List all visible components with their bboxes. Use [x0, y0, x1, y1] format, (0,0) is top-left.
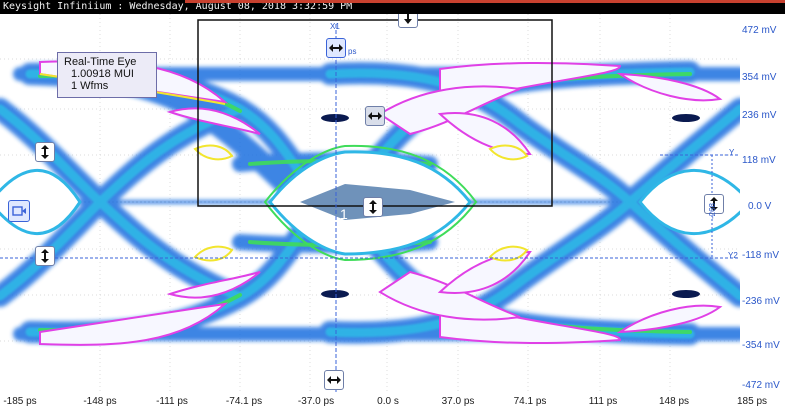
- eye-diagram-plot[interactable]: Real-Time Eye 1.00918 MUI 1 Wfms 1 X1 ps…: [0, 14, 740, 392]
- y1-marker-label: Y: [729, 148, 735, 157]
- real-time-eye-measurement-box[interactable]: Real-Time Eye 1.00918 MUI 1 Wfms: [57, 52, 157, 98]
- x-tick-label: -111 ps: [156, 396, 188, 407]
- x-tick-label: -148 ps: [83, 396, 117, 407]
- x-tick-label: -74.1 ps: [225, 396, 263, 407]
- ground-reference-icon: [12, 206, 26, 216]
- x1-marker-label: X1: [330, 22, 340, 31]
- vertical-arrows-icon: [369, 200, 377, 214]
- y-tick-label: 118 mV: [742, 155, 776, 166]
- zoom-horizontal-handle[interactable]: [365, 106, 385, 126]
- mask-number-label: 1: [340, 206, 348, 222]
- window-title-text: Keysight Infiniium : Wednesday, August 0…: [3, 1, 353, 12]
- horizontal-arrows-icon: [329, 44, 343, 52]
- title-accent-line: [185, 0, 785, 3]
- y-tick-label: -354 mV: [742, 340, 780, 351]
- x-tick-label: 111 ps: [588, 396, 618, 407]
- y-tick-label: -236 mV: [742, 296, 780, 307]
- vertical-arrows-icon: [41, 249, 49, 263]
- x-tick-label: 74.1 ps: [513, 396, 547, 407]
- y-span-value-label: -268: [708, 202, 717, 219]
- window-title-bar: Keysight Infiniium : Wednesday, August 0…: [0, 0, 785, 14]
- y-tick-label: -472 mV: [742, 380, 780, 391]
- y-tick-label: 0.0 V: [748, 201, 772, 212]
- x1-bottom-handle[interactable]: [324, 370, 344, 390]
- top-scroll-handle[interactable]: [398, 14, 418, 28]
- measurement-waveform-count: 1 Wfms: [71, 80, 109, 92]
- measurement-mui-value: 1.00918 MUI: [71, 68, 134, 80]
- horizontal-arrows-icon: [327, 376, 341, 384]
- y2-left-handle[interactable]: [35, 246, 55, 266]
- vertical-arrows-icon: [41, 145, 49, 159]
- channel-offset-marker[interactable]: [8, 200, 30, 222]
- vertical-arrows-icon: [710, 197, 718, 211]
- x-tick-label: 148 ps: [658, 396, 690, 407]
- y-tick-label: 236 mV: [742, 110, 777, 121]
- measurement-title: Real-Time Eye: [64, 56, 137, 68]
- x-tick-label: 0.0 s: [377, 396, 399, 407]
- y-tick-label: -118 mV: [742, 250, 780, 261]
- x1-marker-handle[interactable]: [326, 38, 346, 58]
- x-tick-label: 185 ps: [736, 396, 768, 407]
- y-span-handle[interactable]: [704, 194, 724, 214]
- x-tick-label: -37.0 ps: [297, 396, 335, 407]
- x-tick-label: -185 ps: [3, 396, 37, 407]
- y-tick-label: 472 mV: [742, 25, 777, 36]
- down-arrow-icon: [404, 14, 412, 24]
- y-tick-label: 354 mV: [742, 72, 777, 83]
- x-axis-labels: -185 ps -148 ps -111 ps -74.1 ps -37.0 p…: [0, 392, 785, 413]
- y2-marker-label: Y2: [728, 251, 738, 260]
- x-tick-label: 37.0 ps: [441, 396, 475, 407]
- mask-vertical-move-handle[interactable]: [363, 197, 383, 217]
- y-axis-labels: 472 mV 354 mV 236 mV 118 mV 0.0 V -118 m…: [740, 14, 785, 392]
- horizontal-arrows-icon: [368, 112, 382, 120]
- y1-left-handle[interactable]: [35, 142, 55, 162]
- x1-unit-label: ps: [348, 47, 357, 56]
